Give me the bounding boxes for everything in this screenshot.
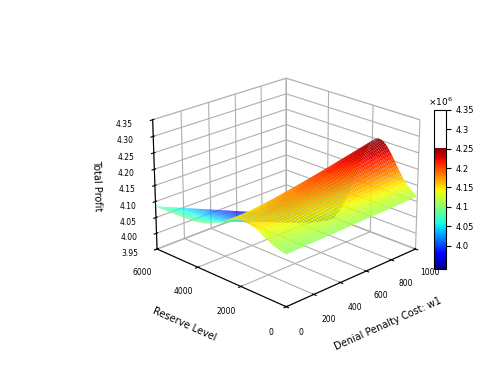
X-axis label: Denial Penalty Cost: w1: Denial Penalty Cost: w1	[333, 296, 443, 352]
Y-axis label: Reserve Level: Reserve Level	[151, 305, 218, 342]
Title: $\times 10^6$: $\times 10^6$	[428, 95, 452, 108]
